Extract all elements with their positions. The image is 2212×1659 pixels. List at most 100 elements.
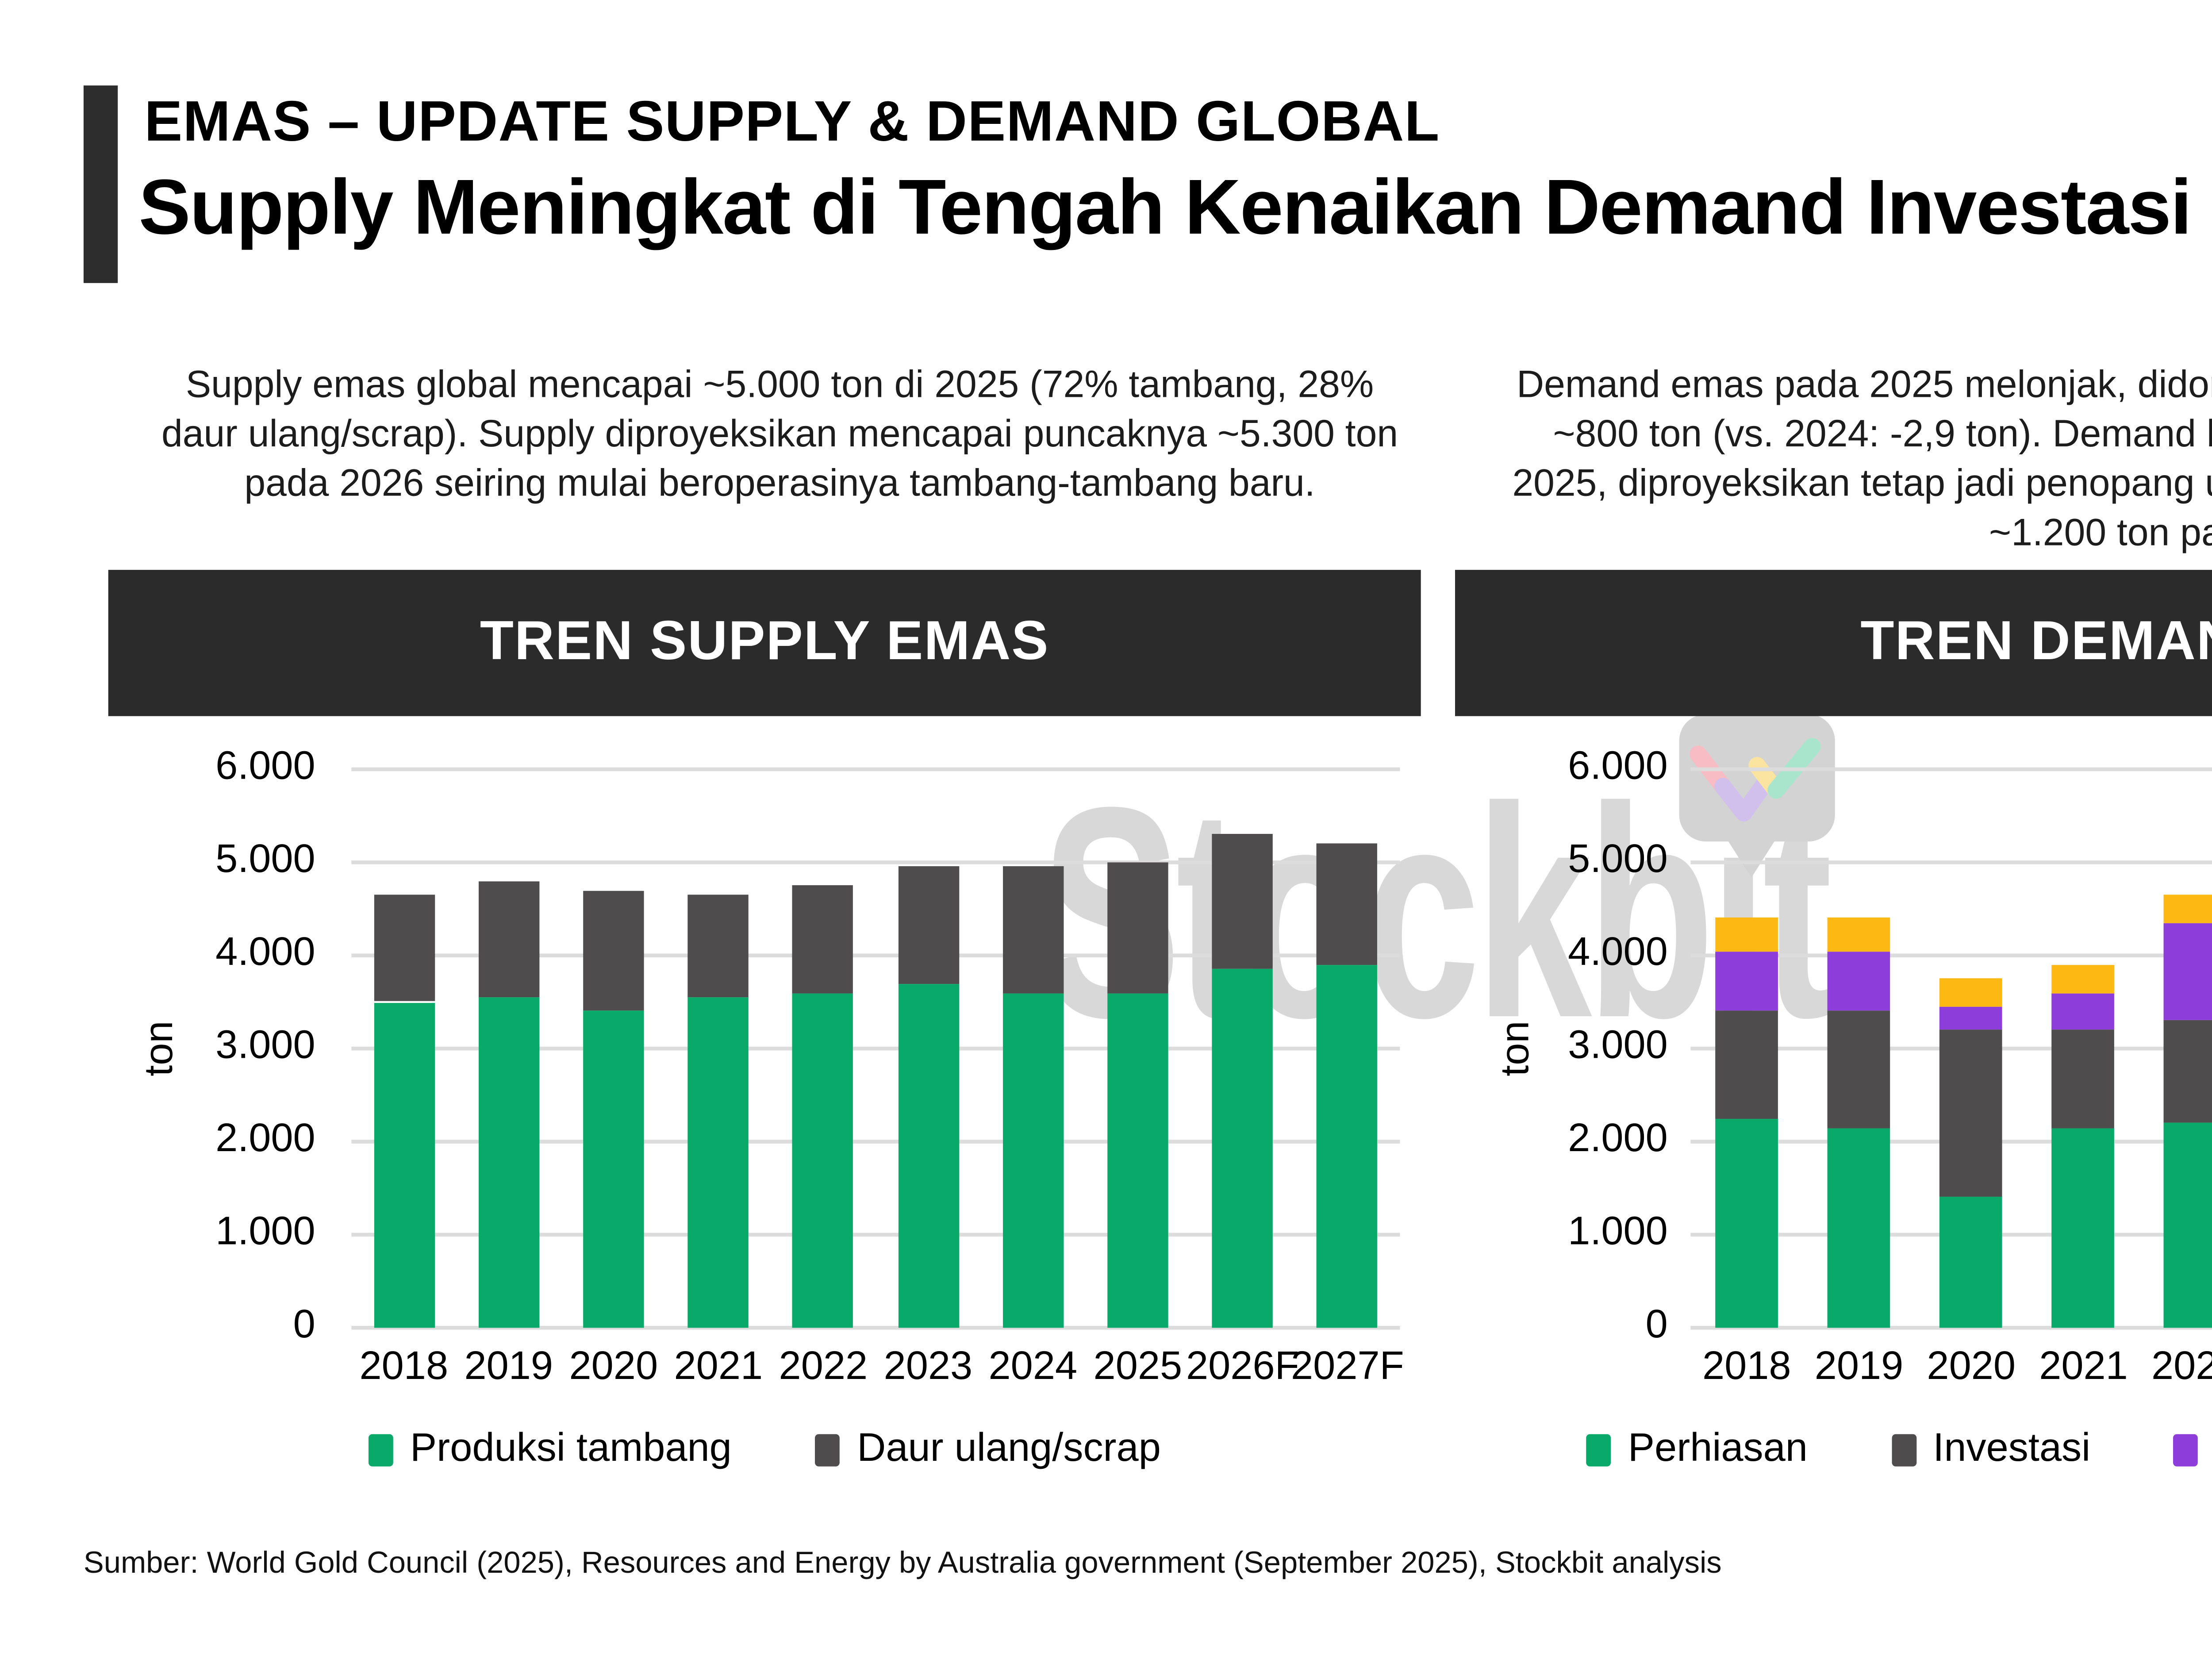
legend-item: Produksi tambang — [368, 1426, 732, 1472]
xaxis-label-2026F: 2026F — [1186, 1344, 1299, 1389]
gridline-4.000 — [351, 953, 1400, 958]
yaxis-tick-label: 3.000 — [215, 1024, 315, 1068]
stockbit-logo-bubble-tail — [1724, 836, 1778, 878]
bar-segment-produksi-tambang-2019 — [478, 997, 539, 1328]
legend-swatch — [815, 1433, 840, 1466]
xaxis-label-2022: 2022 — [2151, 1344, 2212, 1389]
yaxis-tick-label: 5.000 — [1568, 837, 1668, 882]
gridline-6.000 — [1690, 767, 2212, 772]
yaxis-tick-label: 4.000 — [1568, 930, 1668, 975]
bar-segment-investasi-2020 — [1939, 1029, 2003, 1198]
xaxis-label-2018: 2018 — [1702, 1344, 1791, 1389]
bar-segment-produksi-tambang-2024 — [1002, 992, 1064, 1328]
bar-segment-produksi-tambang-2026F — [1212, 969, 1273, 1328]
gridline-0 — [351, 1326, 1400, 1330]
xaxis-label-2021: 2021 — [674, 1344, 763, 1389]
yaxis-tick-label: 3.000 — [1568, 1024, 1668, 1068]
xaxis-label-2020: 2020 — [569, 1344, 658, 1389]
xaxis-label-2022: 2022 — [779, 1344, 868, 1389]
bar-segment-daur-ulang-scrap-2024 — [1002, 867, 1064, 993]
stockbit-logo-icon — [1679, 714, 1835, 842]
xaxis-label-2019: 2019 — [1814, 1344, 1904, 1389]
xaxis-label-2018: 2018 — [359, 1344, 449, 1389]
xaxis-label-2021: 2021 — [2039, 1344, 2128, 1389]
demand-chart-header: TREN DEMAND EMAS — [1455, 570, 2212, 716]
bar-segment-daur-ulang-scrap-2018 — [373, 895, 434, 1002]
bar-segment-perhiasan-2021 — [2052, 1127, 2115, 1328]
bar-segment-investasi-2022 — [2164, 1020, 2212, 1123]
xaxis-label-2025: 2025 — [1093, 1344, 1183, 1389]
bar-segment-investasi-2019 — [1828, 1011, 1890, 1128]
bar-segment-daur-ulang-scrap-2026F — [1212, 834, 1273, 970]
yaxis-tick-label: 0 — [1645, 1303, 1668, 1347]
gridline-4.000 — [1690, 953, 2212, 958]
page-title: Supply Meningkat di Tengah Kenaikan Dema… — [138, 163, 2192, 251]
bar-segment-investasi-2018 — [1715, 1011, 1778, 1118]
bar-segment-produksi-tambang-2020 — [583, 1011, 644, 1328]
xaxis-label-2019: 2019 — [464, 1344, 553, 1389]
legend-item: Bank sentral — [2174, 1427, 2212, 1472]
yaxis-tick-label: 2.000 — [1568, 1117, 1668, 1161]
bar-segment-daur-ulang-scrap-2027F — [1317, 844, 1378, 965]
bar-segment-perhiasan-2020 — [1939, 1197, 2003, 1328]
title-accent-bar — [83, 85, 118, 283]
bar-segment-bank-sentral-2021 — [2052, 992, 2115, 1030]
xaxis-label-2023: 2023 — [883, 1344, 973, 1389]
legend-item: Perhiasan — [1586, 1426, 1808, 1472]
bar-segment-daur-ulang-scrap-2020 — [583, 890, 644, 1011]
legend-item: Investasi — [1891, 1427, 2090, 1472]
bar-segment-daur-ulang-scrap-2023 — [898, 867, 959, 983]
bar-segment-teknologi-2019 — [1828, 918, 1890, 951]
bar-segment-produksi-tambang-2021 — [688, 997, 749, 1328]
legend-swatch — [368, 1433, 393, 1466]
demand-chart-title: TREN DEMAND EMAS — [1860, 611, 2212, 672]
yaxis-tick-label: 4.000 — [215, 930, 315, 975]
legend-label: Produksi tambang — [410, 1426, 732, 1471]
bar-segment-perhiasan-2018 — [1715, 1118, 1778, 1328]
gridline-3.000 — [351, 1046, 1400, 1051]
yaxis-tick-label: 5.000 — [215, 837, 315, 882]
bar-segment-teknologi-2022 — [2164, 895, 2212, 923]
yaxis-tick-label: 6.000 — [1568, 745, 1668, 788]
demand-summary-paragraph: Demand emas pada 2025 melonjak, didorong… — [1512, 365, 2212, 555]
yaxis-tick-label: 6.000 — [215, 745, 315, 788]
bar-segment-produksi-tambang-2022 — [793, 992, 854, 1328]
bar-segment-teknologi-2018 — [1715, 918, 1778, 951]
bar-segment-investasi-2021 — [2052, 1029, 2115, 1128]
legend-swatch — [1586, 1433, 1611, 1466]
legend-label: Investasi — [1933, 1426, 2091, 1471]
bar-segment-produksi-tambang-2027F — [1317, 964, 1378, 1328]
bar-segment-daur-ulang-scrap-2022 — [793, 885, 854, 993]
bar-segment-daur-ulang-scrap-2025 — [1107, 862, 1168, 993]
bar-segment-daur-ulang-scrap-2021 — [688, 895, 749, 998]
bar-segment-teknologi-2020 — [1939, 979, 2003, 1007]
chart-legend: Produksi tambang Daur ulang/scrap — [108, 1425, 1421, 1474]
kicker: EMAS – UPDATE SUPPLY & DEMAND GLOBAL — [144, 91, 1440, 154]
legend-swatch — [2174, 1433, 2199, 1466]
bar-segment-produksi-tambang-2023 — [898, 983, 959, 1328]
gridline-2.000 — [351, 1140, 1400, 1144]
legend-item: Daur ulang/scrap — [815, 1427, 1161, 1472]
stockbit-zigzag-icon — [1690, 738, 1821, 822]
bar-segment-bank-sentral-2019 — [1828, 951, 1890, 1011]
yaxis-tick-label: 1.000 — [215, 1210, 315, 1254]
gridline-6.000 — [351, 767, 1400, 772]
yaxis-tick-label: 1.000 — [1568, 1210, 1668, 1254]
bar-segment-teknologi-2021 — [2052, 964, 2115, 993]
gridline-0 — [1690, 1326, 2212, 1330]
xaxis-label-2020: 2020 — [1927, 1344, 2016, 1389]
legend-swatch — [1891, 1433, 1916, 1466]
supply-chart-title: TREN SUPPLY EMAS — [480, 611, 1049, 672]
bar-segment-daur-ulang-scrap-2019 — [478, 881, 539, 998]
yaxis-tick-label: 2.000 — [215, 1117, 315, 1161]
chart-legend: PerhiasanInvestasiBank sentralTeknologi — [1455, 1425, 2212, 1474]
gridline-1.000 — [351, 1233, 1400, 1237]
bar-segment-bank-sentral-2018 — [1715, 951, 1778, 1011]
xaxis-label-2024: 2024 — [988, 1344, 1078, 1389]
bar-segment-bank-sentral-2020 — [1939, 1006, 2003, 1030]
gridline-5.000 — [351, 860, 1400, 864]
gridline-5.000 — [1690, 860, 2212, 864]
legend-label: Perhiasan — [1628, 1426, 1808, 1471]
bar-segment-produksi-tambang-2025 — [1107, 992, 1168, 1328]
